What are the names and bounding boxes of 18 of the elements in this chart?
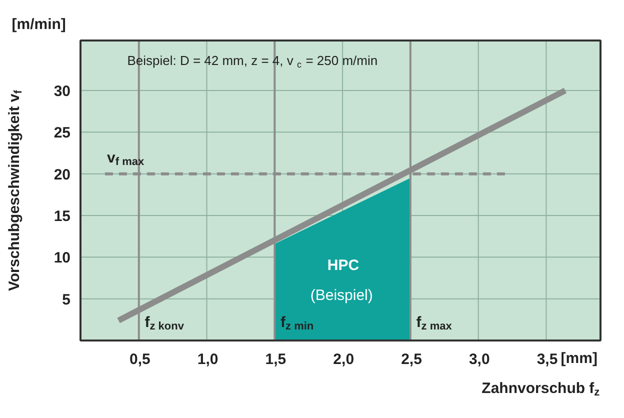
y-tick-label: 15	[54, 208, 71, 225]
x-tick-label: 0,5	[130, 351, 150, 368]
y-tick-label: 10	[54, 250, 71, 267]
text: [mm]	[560, 350, 598, 367]
x-tick-label: 2,5	[401, 351, 422, 368]
y-tick-label: 30	[54, 83, 71, 100]
x-tick-label: 3,5	[536, 351, 558, 368]
y-axis-title: Vorschubgeschwindigkeit vf	[6, 90, 24, 292]
x-tick-label: 1,5	[265, 351, 286, 368]
x-tick-label: 3,0	[468, 351, 490, 368]
annotation: (Beispiel)	[310, 287, 373, 304]
text: [m/min]	[12, 16, 66, 33]
y-tick-label: 25	[54, 124, 71, 142]
annotation: HPC	[327, 257, 360, 274]
x-tick-label: 2,0	[333, 351, 354, 368]
x-tick-label: 1,0	[197, 351, 218, 368]
y-tick-label: 20	[54, 166, 71, 184]
y-tick-label: 5	[62, 291, 70, 308]
